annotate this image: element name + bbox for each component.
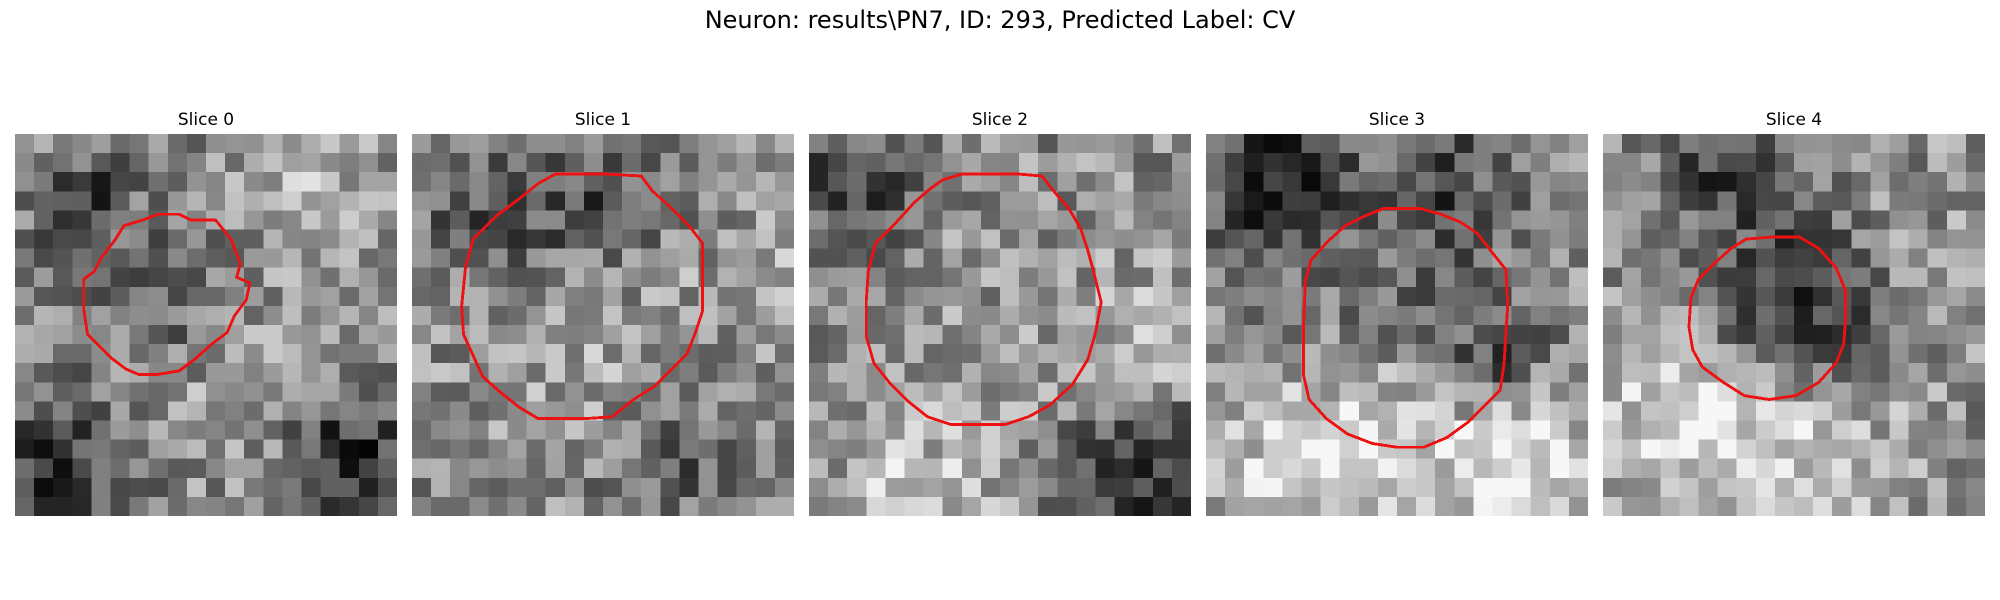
contour-outline [864,172,1103,426]
slice-image-1 [412,134,794,516]
contour-outline [460,172,704,421]
figure-title: Neuron: results\PN7, ID: 293, Predicted … [704,6,1296,34]
slice-title-0: Slice 0 [177,110,235,130]
slice-image-0 [15,134,397,516]
slice-panel-1: Slice 1 [412,108,794,516]
slice-panel-3: Slice 3 [1206,108,1588,516]
contour-outline [1687,235,1848,401]
slice-image-2 [809,134,1191,516]
slice-panel-2: Slice 2 [809,108,1191,516]
slice-panel-4: Slice 4 [1603,108,1985,516]
slice-title-3: Slice 3 [1368,110,1426,130]
slice-title-4: Slice 4 [1765,110,1823,130]
slice-image-3 [1206,134,1588,516]
contour-outline [82,212,252,377]
slice-panel-0: Slice 0 [15,108,397,516]
slice-title-2: Slice 2 [971,110,1029,130]
slice-image-4 [1603,134,1985,516]
contour-outline [1301,207,1510,449]
slice-title-1: Slice 1 [574,110,632,130]
